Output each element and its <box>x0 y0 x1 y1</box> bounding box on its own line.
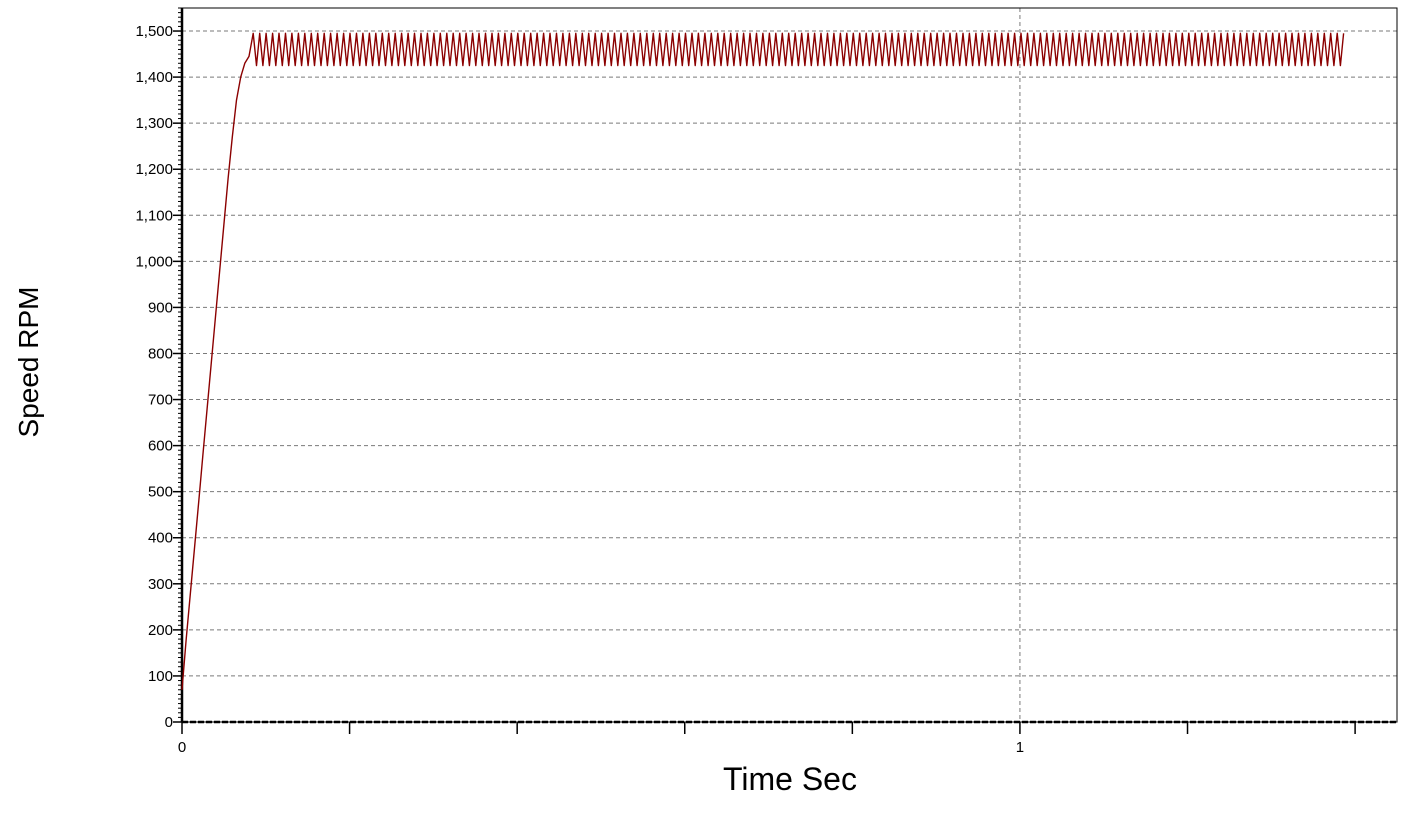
y-tick-label: 1,500 <box>135 23 173 40</box>
y-tick-label: 1,400 <box>135 69 173 86</box>
y-tick-label: 800 <box>148 345 173 362</box>
y-tick-label: 100 <box>148 668 173 685</box>
y-tick-label: 900 <box>148 299 173 316</box>
y-tick-label: 1,200 <box>135 161 173 178</box>
series-line <box>181 32 1345 690</box>
y-tick-label: 1,000 <box>135 253 173 270</box>
y-tick-label: 700 <box>148 392 173 409</box>
x-tick-label: 1 <box>1016 739 1024 756</box>
axes <box>173 7 1398 734</box>
y-tick-label: 1,100 <box>135 207 173 224</box>
y-tick-label: 400 <box>148 530 173 547</box>
y-tick-label: 0 <box>165 714 173 731</box>
y-tick-label: 600 <box>148 438 173 455</box>
y-tick-label: 200 <box>148 622 173 639</box>
series-layer <box>181 32 1345 690</box>
labels: 0 100 200 300 400 500 600 700 800 900 1,000 1,100 1,… <box>135 23 1024 756</box>
y-tick-label: 1,300 <box>135 115 173 132</box>
y-tick-label: 500 <box>148 484 173 501</box>
plot-frame <box>181 7 1398 723</box>
y-tick-label: 300 <box>148 576 173 593</box>
x-axis-title: Time Sec <box>723 761 857 797</box>
grid <box>182 8 1397 722</box>
y-axis-title: Speed RPM <box>13 287 44 438</box>
x-tick-label: 0 <box>178 739 186 756</box>
